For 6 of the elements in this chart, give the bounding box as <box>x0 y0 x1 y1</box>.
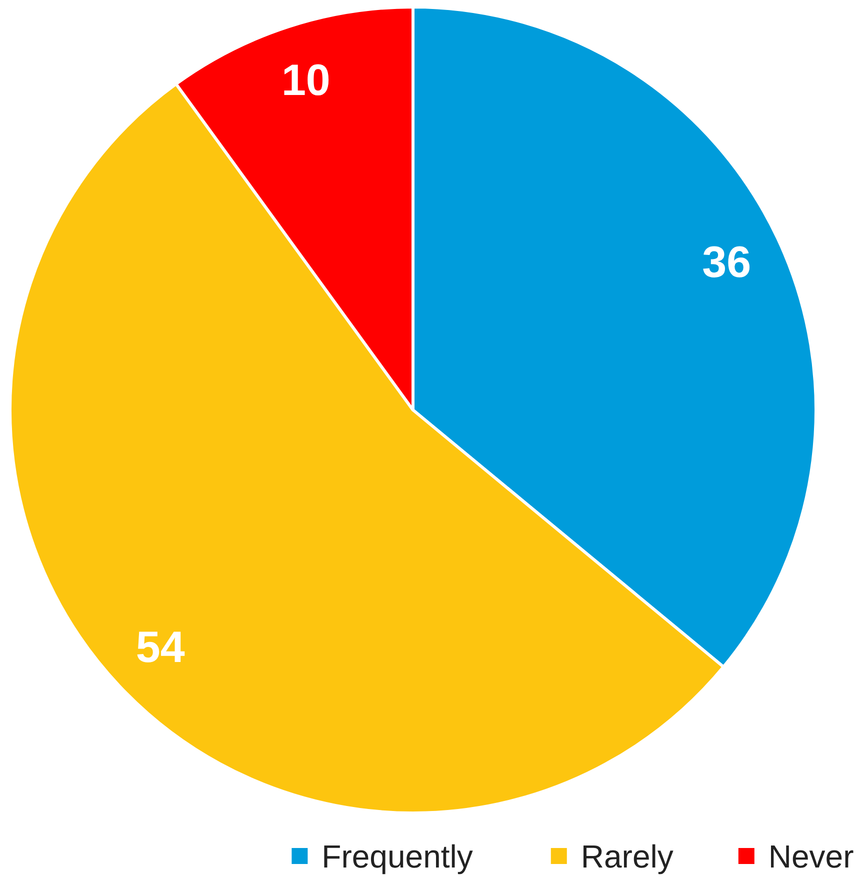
slice-label: Rarely <box>580 838 674 874</box>
data-label: 36 <box>702 238 752 287</box>
data-label: 10 <box>281 56 330 105</box>
legend-label: Frequently <box>322 838 473 874</box>
data-label: 54 <box>136 622 186 672</box>
legend-label: Never <box>768 838 854 874</box>
